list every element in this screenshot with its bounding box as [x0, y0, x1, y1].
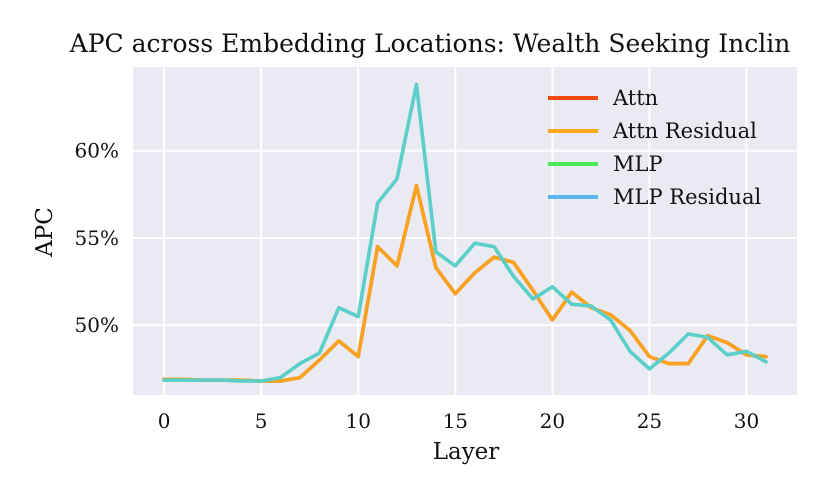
- legend-label-attn: Attn: [612, 86, 658, 110]
- y-tick-label: 60%: [75, 139, 119, 163]
- grid: [133, 67, 797, 395]
- chart-title: APC across Embedding Locations: Wealth S…: [69, 29, 791, 58]
- y-tick-label: 50%: [75, 313, 119, 337]
- legend-label-mlp: MLP: [613, 152, 663, 176]
- y-axis-ticks: 50% 55% 60%: [75, 139, 119, 337]
- x-tick-label: 20: [540, 409, 565, 433]
- series-layer: [162, 82, 768, 383]
- legend-label-attn-residual: Attn Residual: [612, 119, 757, 143]
- x-tick-label: 0: [158, 409, 171, 433]
- series-line-mlp-residual: [162, 82, 768, 383]
- x-tick-label: 15: [443, 409, 468, 433]
- x-axis-ticks: 0 5 10 15 20 25 30: [158, 409, 760, 433]
- plot-area: [133, 67, 797, 395]
- x-axis-label: Layer: [433, 439, 500, 465]
- x-tick-label: 30: [734, 409, 759, 433]
- legend-label-mlp-residual: MLP Residual: [613, 185, 761, 209]
- y-axis-label: APC: [32, 207, 58, 258]
- x-tick-label: 5: [255, 409, 268, 433]
- x-tick-label: 25: [637, 409, 662, 433]
- x-tick-label: 10: [345, 409, 370, 433]
- y-tick-label: 55%: [75, 226, 119, 250]
- legend: Attn Attn Residual MLP MLP Residual: [548, 86, 761, 209]
